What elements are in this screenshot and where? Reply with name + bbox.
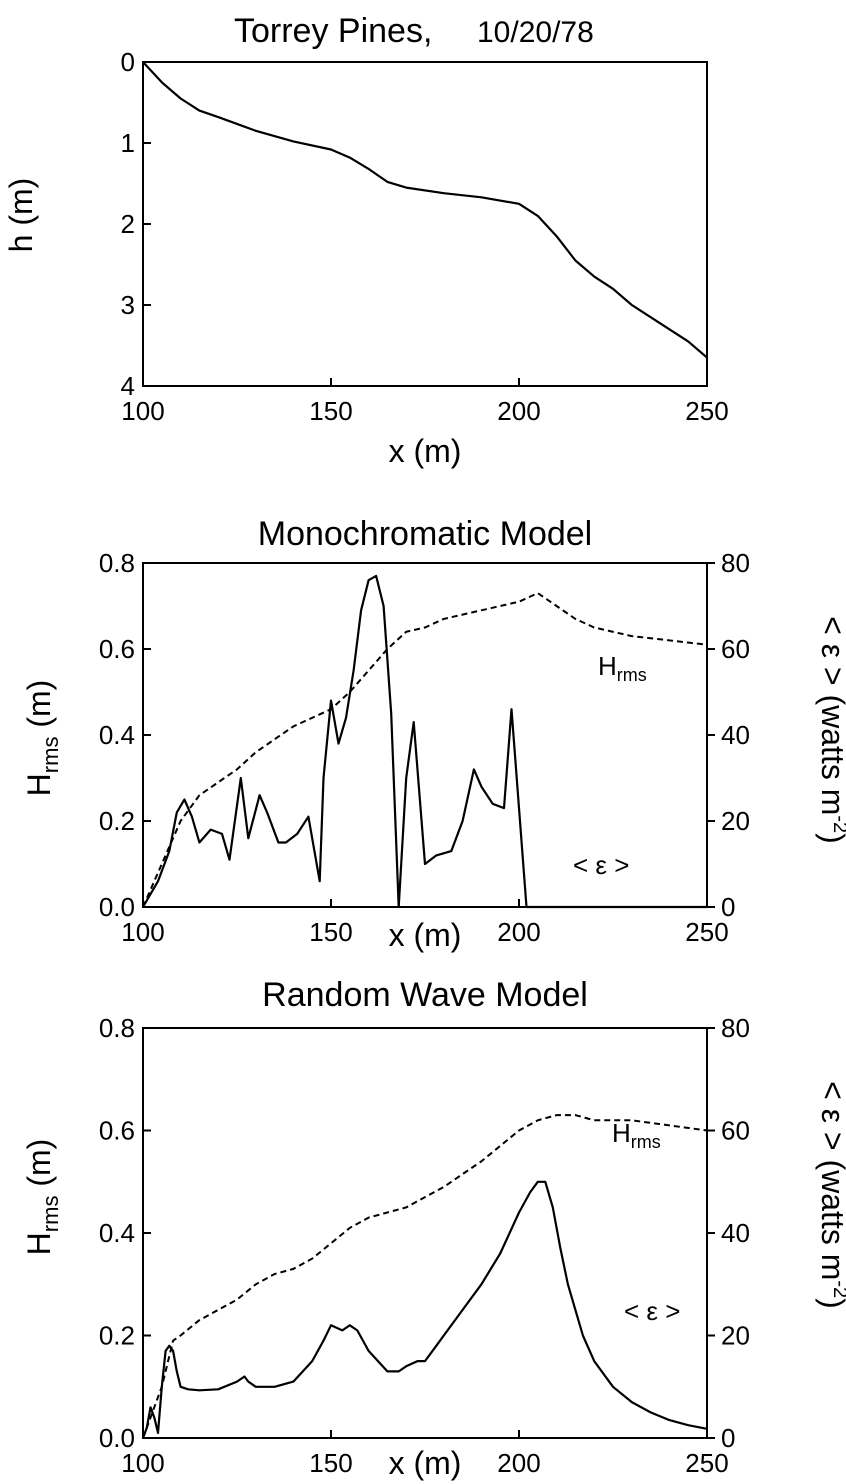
y2-tick-label: 40 <box>721 720 750 750</box>
y2-axis-label-tail: ) <box>815 833 846 844</box>
x-axis-label: x (m) <box>389 1445 462 1481</box>
x-tick-label: 200 <box>497 396 540 426</box>
plot-frame <box>142 562 708 908</box>
annotation-hrms-main: H <box>612 1118 631 1148</box>
y-axis-label-tail: (m) <box>21 1139 57 1196</box>
y-axis-label-main: H <box>21 1232 57 1255</box>
y2-axis-label-sup: -2 <box>829 815 846 833</box>
tick-group: 100 150 200 250 0.0 0.2 0.4 0.6 0.8 0 20 40 60 80 <box>99 548 750 947</box>
y-axis-label-sub: rms <box>38 1196 63 1233</box>
chart-title: Torrey Pines, <box>234 12 432 50</box>
x-tick-label: 150 <box>309 396 352 426</box>
y-axis-label: Hrms (m) <box>21 680 63 797</box>
y-tick-label: 0.6 <box>99 634 135 664</box>
chart-title: Monochromatic Model <box>258 515 592 553</box>
tick-group: 100 150 200 250 0 1 2 3 4 <box>121 47 729 426</box>
x-tick-label: 250 <box>685 917 728 947</box>
y-tick-label: 0.4 <box>99 1218 135 1248</box>
y2-tick-label: 0 <box>721 892 735 922</box>
series-line-hrms <box>142 1114 708 1439</box>
y-tick-label: 0.8 <box>99 548 135 578</box>
annotation-hrms-sub: rms <box>631 1132 661 1152</box>
series-group <box>142 61 708 359</box>
annotation-hrms-main: H <box>598 651 617 681</box>
x-tick-label: 250 <box>685 1448 728 1478</box>
y-tick-label: 0.2 <box>99 1321 135 1351</box>
y-tick-label: 0.8 <box>99 1013 135 1043</box>
y-tick-label: 0.4 <box>99 720 135 750</box>
annotation-hrms: Hrms <box>598 651 647 685</box>
x-tick-label: 100 <box>121 1448 164 1478</box>
y2-axis-label: < ε > (watts m-2) <box>815 1081 846 1309</box>
chart-title: Random Wave Model <box>262 976 588 1014</box>
panel-bathymetry: Torrey Pines, 10/20/78 h (m) x (m) 100 15… <box>3 12 729 469</box>
panel-random-wave: Random Wave Model Hrms (m) < ε > (watts … <box>21 976 846 1481</box>
y2-tick-label: 20 <box>721 1321 750 1351</box>
y-tick-label: 0.0 <box>99 1423 135 1453</box>
series-line-hrms <box>142 591 708 908</box>
y2-tick-label: 60 <box>721 1116 750 1146</box>
y-axis-label-tail: (m) <box>21 680 57 737</box>
y2-tick-label: 0 <box>721 1423 735 1453</box>
y2-axis-label: < ε > (watts m-2) <box>815 616 846 844</box>
series-line-depth <box>142 61 708 359</box>
annotation-hrms-sub: rms <box>617 665 647 685</box>
series-group <box>142 574 708 909</box>
y-tick-label: 3 <box>121 290 135 320</box>
annotation-hrms: Hrms <box>612 1118 661 1152</box>
y-tick-label: 0 <box>121 47 135 77</box>
y2-tick-label: 80 <box>721 548 750 578</box>
y2-axis-label-main: < ε > (watts m <box>815 616 846 815</box>
y-axis-label-main: H <box>21 773 57 796</box>
y-axis-label: Hrms (m) <box>21 1139 63 1256</box>
y2-axis-label-sup: -2 <box>829 1280 846 1298</box>
x-tick-label: 200 <box>497 917 540 947</box>
x-tick-label: 250 <box>685 396 728 426</box>
y-tick-label: 4 <box>121 371 135 401</box>
series-line-epsilon <box>142 574 707 909</box>
y-axis-label-sub: rms <box>38 737 63 774</box>
y2-tick-label: 80 <box>721 1013 750 1043</box>
x-tick-label: 150 <box>309 917 352 947</box>
panel-monochromatic: Monochromatic Model Hrms (m) < ε > (watt… <box>21 515 846 953</box>
y2-tick-label: 60 <box>721 634 750 664</box>
y2-tick-label: 40 <box>721 1218 750 1248</box>
plot-frame <box>142 61 708 387</box>
y-tick-label: 2 <box>121 209 135 239</box>
y-axis-label: h (m) <box>3 178 39 253</box>
x-tick-label: 100 <box>121 917 164 947</box>
series-line-epsilon <box>141 1180 708 1439</box>
x-tick-label: 150 <box>309 1448 352 1478</box>
annotation-epsilon: < ε > <box>573 850 629 880</box>
chart-subtitle: 10/20/78 <box>477 16 594 49</box>
y2-axis-label-main: < ε > (watts m <box>815 1081 846 1280</box>
x-axis-label: x (m) <box>389 917 462 953</box>
y-tick-label: 0.6 <box>99 1116 135 1146</box>
x-tick-label: 100 <box>121 396 164 426</box>
annotation-epsilon: < ε > <box>624 1296 680 1326</box>
y-tick-label: 0.2 <box>99 806 135 836</box>
plot-frame <box>142 1027 708 1439</box>
y2-tick-label: 20 <box>721 806 750 836</box>
y-tick-label: 0.0 <box>99 892 135 922</box>
x-tick-label: 200 <box>497 1448 540 1478</box>
x-axis-label: x (m) <box>389 433 462 469</box>
tick-group: 100 150 200 250 0.0 0.2 0.4 0.6 0.8 0 20 40 60 80 <box>99 1013 750 1478</box>
y2-axis-label-tail: ) <box>815 1298 846 1309</box>
series-group <box>141 1114 708 1439</box>
y-tick-label: 1 <box>121 128 135 158</box>
